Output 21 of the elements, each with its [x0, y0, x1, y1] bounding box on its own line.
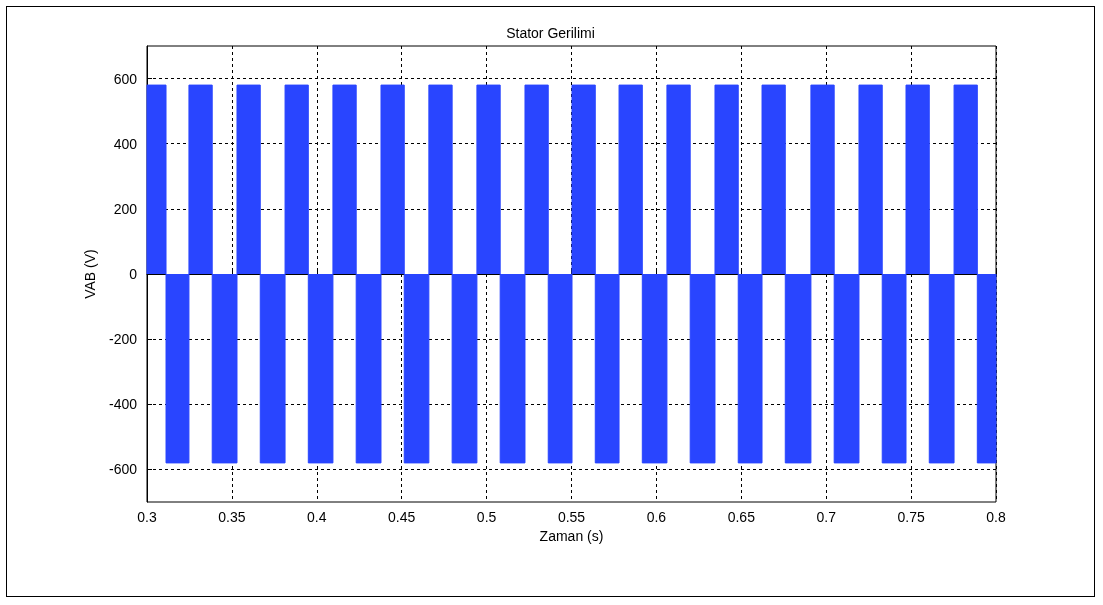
y-axis-title: VAB (V)	[82, 249, 98, 299]
x-tick-label: 0.3	[137, 509, 157, 525]
y-tick-label: -400	[108, 396, 138, 413]
x-tick-label: 0.8	[986, 509, 1006, 525]
x-tick-label: 0.35	[218, 509, 246, 525]
y-tick-label: 600	[113, 70, 138, 87]
x-tick-label: 0.4	[307, 509, 327, 525]
y-tick-label: 0	[129, 266, 138, 282]
y-tick-label: 200	[113, 200, 138, 217]
x-tick-label: 0.55	[557, 509, 586, 525]
x-tick-label: 0.65	[727, 509, 756, 525]
y-tick-label: -200	[108, 331, 138, 348]
x-tick-label: 0.75	[897, 509, 925, 525]
x-tick-label: 0.6	[646, 509, 667, 525]
y-tick-label: 400	[113, 135, 138, 152]
x-tick-label: 0.7	[816, 509, 837, 525]
x-tick-label: 0.5	[476, 509, 497, 525]
x-tick-label: 0.45	[388, 509, 416, 525]
chart-title: Stator Gerilimi	[506, 25, 595, 41]
y-tick-label: -600	[108, 461, 138, 478]
x-axis-title: Zaman (s)	[539, 527, 604, 544]
